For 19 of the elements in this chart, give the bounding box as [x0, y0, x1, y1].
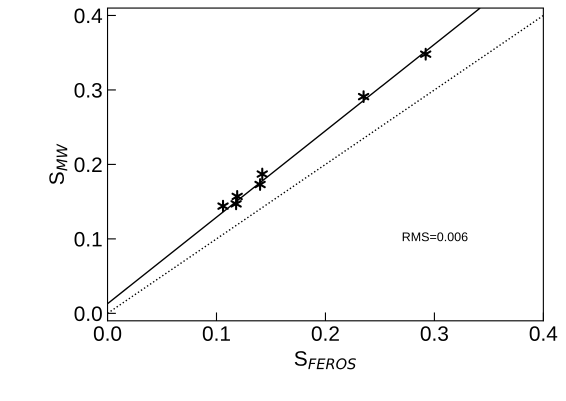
x-tick-label: 0.3 [420, 326, 448, 341]
point [230, 197, 242, 210]
point [217, 200, 229, 213]
x-axis-title: S$_{FEROS}$ [294, 351, 356, 370]
x-tick-label: 0.0 [94, 326, 122, 341]
y-tick-label: 0.2 [74, 157, 102, 172]
y-tick-label: 0.0 [74, 306, 102, 322]
y-axis-title: S$_{MW}$ [49, 144, 68, 184]
point [420, 48, 432, 61]
x-tick-label: 0.1 [202, 326, 230, 341]
y-tick-label: 0.3 [74, 82, 102, 98]
point [254, 178, 266, 191]
point [358, 90, 370, 104]
annotation: RMS=0.006 [402, 232, 468, 242]
x-tick-label: 0.4 [530, 326, 558, 341]
point [256, 168, 268, 181]
y-tick-label: 0.1 [74, 232, 102, 247]
y-tick-label: 0.4 [74, 8, 102, 24]
x-tick-label: 0.2 [312, 326, 339, 341]
